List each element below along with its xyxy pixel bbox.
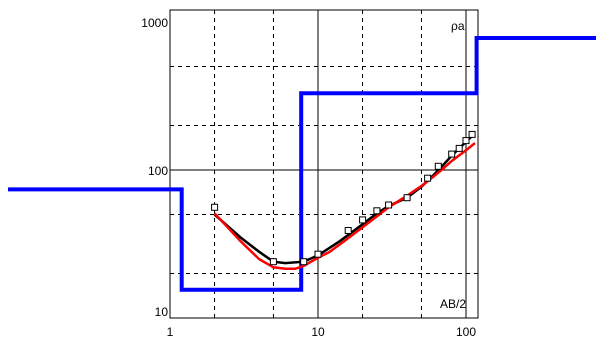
observed-point xyxy=(359,216,367,224)
observed-point xyxy=(211,203,219,211)
observed-point xyxy=(462,137,470,145)
observed-line xyxy=(213,135,473,265)
y-tick-label: 100 xyxy=(148,164,168,178)
observed-point xyxy=(269,258,277,266)
x-tick-label: 100 xyxy=(456,325,476,339)
layer-model-series xyxy=(8,36,596,292)
y-tick-label: 1000 xyxy=(141,16,168,30)
x-tick-label: 10 xyxy=(311,325,325,339)
observed-point xyxy=(314,250,322,258)
grid xyxy=(170,10,478,318)
observed-point xyxy=(300,258,308,266)
observed-point xyxy=(344,227,352,234)
observed-point xyxy=(468,130,476,138)
observed-points xyxy=(211,130,476,266)
observed-point xyxy=(385,201,393,209)
observed-point xyxy=(373,207,381,215)
tick-labels: 1 10 100 10 100 1000 xyxy=(141,16,476,339)
calculated-series xyxy=(213,142,476,271)
x-tick-label: 1 xyxy=(167,325,174,339)
x-axis-label: AB/2 xyxy=(440,297,466,311)
y-tick-label: 10 xyxy=(155,305,169,319)
observed-point xyxy=(424,174,432,182)
y-axis-label: ρa xyxy=(451,19,465,33)
plot-frame xyxy=(169,9,479,319)
calculated-line xyxy=(213,142,476,271)
observed-series xyxy=(213,135,473,265)
observed-point xyxy=(455,144,463,152)
layer-model-line xyxy=(8,36,596,292)
observed-point xyxy=(434,162,442,170)
observed-point xyxy=(448,150,456,158)
observed-point xyxy=(403,194,411,202)
